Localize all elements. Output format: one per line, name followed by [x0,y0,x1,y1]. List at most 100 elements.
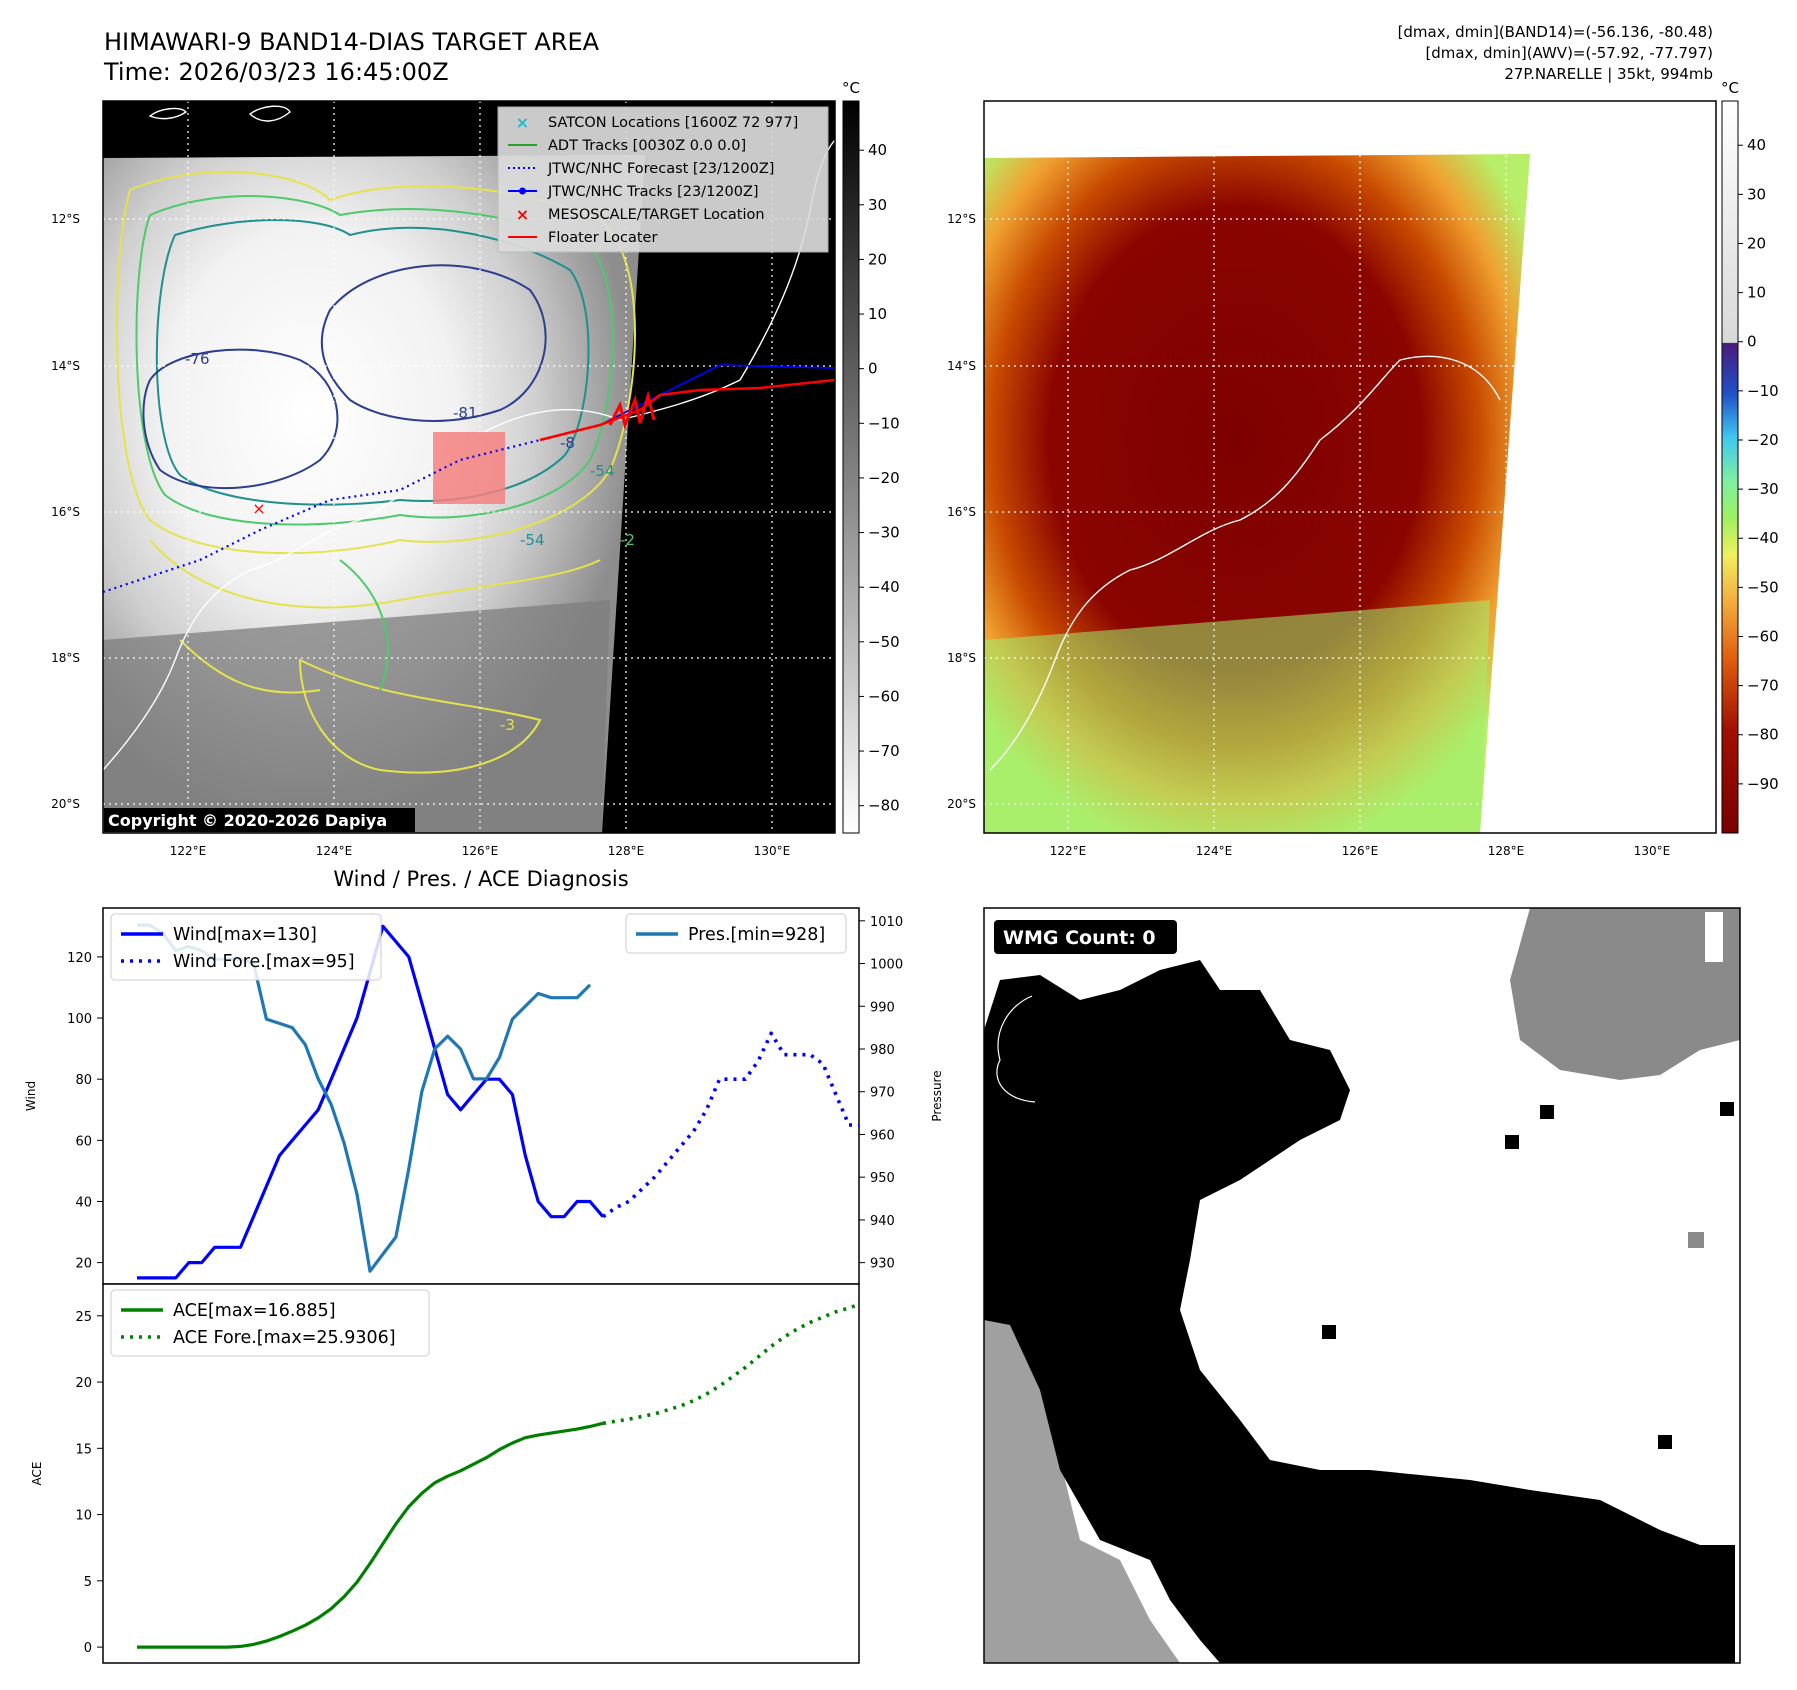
lon-label: 122°E [170,844,207,858]
lat-label: 18°S [947,651,976,665]
colorbar-tick-label: −70 [1747,677,1779,695]
y2-tick-label: 990 [870,1000,895,1015]
legend-box [110,1289,430,1357]
color-map-lat-labels: 12°S 14°S 16°S 18°S 20°S [947,212,976,811]
ir-map-lon-labels: 122°E 124°E 126°E 128°E 130°E [170,844,791,858]
legend-label: Floater Locater [548,230,657,246]
y-tick-label: 15 [75,1442,92,1457]
wmg-gray-region-top [1510,908,1740,1080]
colorbar-tick-label: 20 [1747,234,1766,252]
wmg-land-mask [984,1315,1180,1663]
y-tick-label: 120 [67,951,92,966]
colorbar-tick-label: −80 [1747,726,1779,744]
colorbar-tick-label: −30 [868,524,900,542]
lon-label: 128°E [608,844,645,858]
lat-label: 16°S [51,505,80,519]
y-tick-label: 100 [67,1012,92,1027]
lon-label: 122°E [1050,844,1087,858]
lat-label: 14°S [51,359,80,373]
color-coastline [989,355,1501,771]
color-map-panel [984,101,1716,833]
contour-label: -54 [590,462,615,480]
lon-label: 126°E [1342,844,1379,858]
wmg-count-badge [994,920,1177,954]
y-tick-label: 20 [75,1257,92,1272]
lat-label: 18°S [51,651,80,665]
legend-marker: × [516,113,529,132]
floater-track [539,378,835,442]
colorbar-tick-label: 10 [1747,284,1766,302]
lat-label: 14°S [947,359,976,373]
colorbar-tick-label: −10 [1747,382,1779,400]
y-tick-label: 20 [75,1376,92,1391]
lat-label: 16°S [947,505,976,519]
colorbar-tick-label: −90 [1747,775,1779,793]
color-ir-lower-area [984,600,1490,833]
ir-lower-clear-area [103,600,610,833]
pressure-legend: Pres.[min=928] [625,913,847,954]
legend-marker: × [516,205,529,224]
wmg-coastline [996,995,1036,1103]
figure-title-line2: Time: 2026/03/23 16:45:00Z [103,58,449,86]
gray-colorbar [842,100,860,834]
legend-box [110,913,382,981]
y2-tick-label: 970 [870,1086,895,1101]
ace-legend: ACE[max=16.885] ACE Fore.[max=25.9306] [110,1289,430,1357]
wmg-panel: WMG Count: 0 [984,908,1740,1663]
lon-label: 130°E [1634,844,1671,858]
colorbar-tick-label: −60 [1747,627,1779,645]
contour-label: -81 [453,404,478,422]
colorbar-tick-label: 10 [868,305,887,323]
lat-label: 20°S [947,797,976,811]
copyright-text: Copyright © 2020-2026 Dapiya [108,811,387,830]
stat-line-awv: [dmax, dmin](AWV)=(-57.92, -77.797) [1425,44,1713,62]
y-tick-label: 10 [75,1509,92,1524]
temperature-contours [115,170,636,774]
y-tick-label: 0 [84,1641,92,1656]
contour-label: -3 [500,716,515,734]
storm-info: 27P.NARELLE | 35kt, 994mb [1504,65,1713,83]
lon-label: 124°E [1196,844,1233,858]
map-legend-items: × SATCON Locations [1600Z 72 977] ADT Trac… [508,113,798,246]
colorbar-tick-label: −60 [868,687,900,705]
colorbar-tick-label: 0 [868,360,878,378]
gray-colorbar-ticks: 40 30 20 10 0 −10 −20 −30 −40 −50 −60 −70 −80 [859,141,900,815]
figure-title-line1: HIMAWARI-9 BAND14-DIAS TARGET AREA [104,28,600,56]
colorbar-tick-label: −20 [868,469,900,487]
colorbar-tick-label: −20 [1747,431,1779,449]
legend-label: ACE Fore.[max=25.9306] [173,1328,396,1348]
gray-colorbar-unit: °C [842,79,860,97]
ir-map-panel: × -81 -54 -54 -76 -2 -3 -8 Copyright © 2… [103,101,835,833]
lat-label: 12°S [51,212,80,226]
wmg-cold-spot [1720,1102,1734,1116]
contour-label: -54 [520,531,545,549]
diagnosis-title: Wind / Pres. / ACE Diagnosis [333,867,628,891]
wind-axis-label: Wind [24,1081,38,1111]
ace-axes: 0 5 10 15 20 25 ACE [30,1310,103,1656]
y-tick-label: 40 [75,1195,92,1210]
y-tick-label: 25 [75,1310,92,1325]
legend-label: Pres.[min=928] [688,925,825,945]
island-coast [148,105,291,122]
lon-label: 124°E [316,844,353,858]
legend-box [625,913,847,954]
legend-label: ACE[max=16.885] [173,1301,336,1321]
color-colorbar-ticks: 40 30 20 10 0 −10 −20 −30 −40 −50 −60 −70 −80 −90 [1738,136,1779,793]
wmg-cold-spot [1505,1135,1519,1149]
series-line [137,1421,604,1649]
colorbar-tick-label: 30 [1747,185,1766,203]
wind-legend: Wind[max=130] Wind Fore.[max=95] [110,913,382,981]
legend-label: Wind Fore.[max=95] [173,952,355,972]
colorbar-tick-label: 40 [1747,136,1766,154]
lat-label: 20°S [51,797,80,811]
wmg-hole [1705,912,1723,962]
lon-label: 130°E [754,844,791,858]
colorbar-tick-label: −30 [1747,480,1779,498]
wmg-cold-spot [1322,1325,1336,1339]
y2-tick-label: 930 [870,1257,895,1272]
legend-label: Wind[max=130] [173,925,317,945]
color-map-gridlines [984,101,1716,833]
wmg-count-label: WMG Count: 0 [1003,927,1156,949]
floater-zigzag [608,390,656,430]
